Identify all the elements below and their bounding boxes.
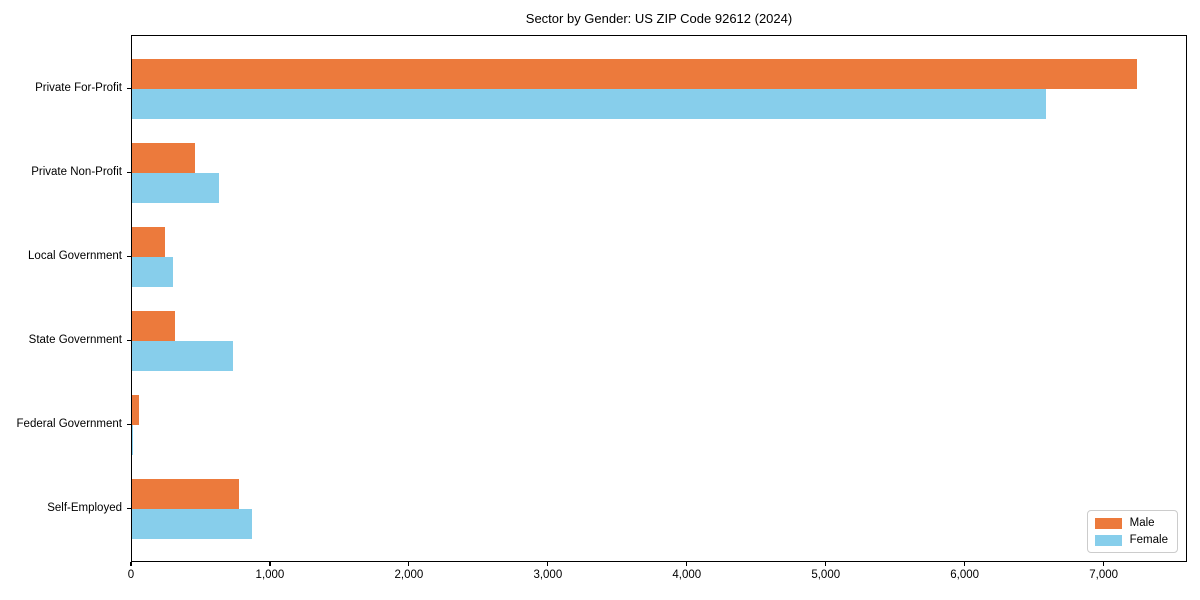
y-tick-mark: [127, 507, 131, 509]
x-tick-mark: [547, 562, 549, 566]
x-tick-mark: [686, 562, 688, 566]
bar-male-state-government: [132, 311, 176, 341]
x-tick-label: 7,000: [1089, 569, 1119, 581]
bar-male-private-non-profit: [132, 143, 195, 173]
x-tick-mark: [130, 562, 132, 566]
x-tick-label: 1,000: [255, 569, 285, 581]
bar-male-local-government: [132, 227, 166, 257]
x-tick-mark: [825, 562, 827, 566]
y-tick-mark: [127, 255, 131, 257]
bar-male-self-employed: [132, 479, 239, 509]
x-tick-label: 3,000: [533, 569, 563, 581]
y-axis-label-local-government: Local Government: [28, 250, 122, 262]
bar-female-state-government: [132, 341, 234, 371]
x-tick-label: 4,000: [672, 569, 702, 581]
y-axis-label-private-for-profit: Private For-Profit: [35, 82, 122, 94]
bar-male-private-for-profit: [132, 59, 1137, 89]
y-tick-mark: [127, 87, 131, 89]
legend-swatch-female: [1094, 534, 1122, 546]
x-tick-label: 5,000: [811, 569, 841, 581]
y-axis-label-private-non-profit: Private Non-Profit: [31, 166, 122, 178]
plot-area: Male Female: [131, 35, 1187, 562]
bar-female-federal-government: [132, 425, 134, 455]
legend-label-female: Female: [1129, 534, 1168, 546]
y-tick-mark: [127, 339, 131, 341]
bar-female-self-employed: [132, 509, 253, 539]
bar-female-private-non-profit: [132, 173, 219, 203]
y-axis-label-self-employed: Self-Employed: [47, 502, 122, 514]
x-tick-mark: [1103, 562, 1105, 566]
bar-female-private-for-profit: [132, 89, 1047, 119]
x-tick-label: 6,000: [950, 569, 980, 581]
y-tick-mark: [127, 171, 131, 173]
x-tick-mark: [408, 562, 410, 566]
y-axis-label-federal-government: Federal Government: [16, 418, 122, 430]
x-tick-mark: [269, 562, 271, 566]
x-tick-label: 2,000: [394, 569, 424, 581]
legend-label-male: Male: [1129, 517, 1155, 529]
legend: Male Female: [1086, 510, 1178, 553]
x-tick-mark: [964, 562, 966, 566]
y-axis-label-state-government: State Government: [28, 334, 122, 346]
legend-item-male: Male: [1094, 517, 1168, 529]
legend-swatch-male: [1094, 517, 1122, 529]
bar-female-local-government: [132, 257, 173, 287]
bar-male-federal-government: [132, 395, 139, 425]
x-tick-label: 0: [127, 569, 135, 581]
chart-title: Sector by Gender: US ZIP Code 92612 (202…: [525, 11, 793, 26]
y-tick-mark: [127, 423, 131, 425]
legend-item-female: Female: [1094, 534, 1168, 546]
